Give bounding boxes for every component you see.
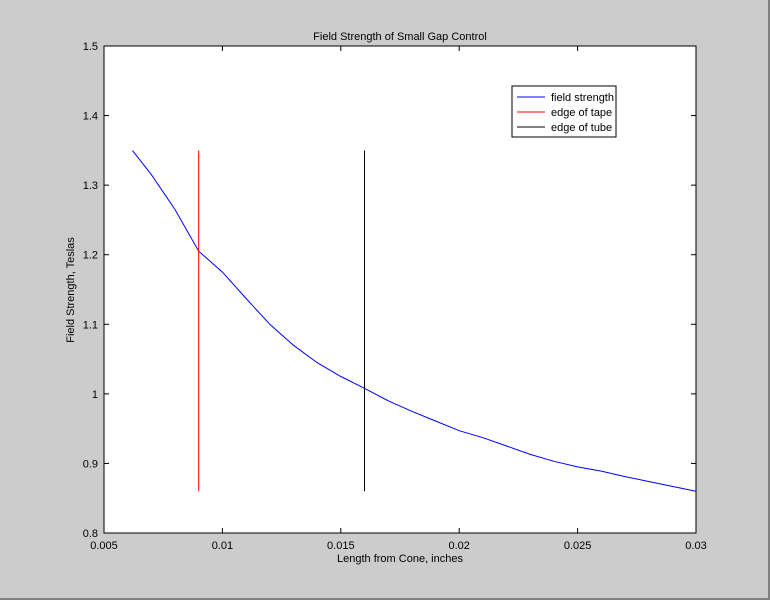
- x-tick-label: 0.01: [212, 540, 233, 552]
- x-tick-label: 0.025: [564, 540, 592, 552]
- legend-label-edge-of-tape: edge of tape: [551, 107, 612, 119]
- legend: field strength edge of tape edge of tube: [511, 85, 617, 138]
- x-axis-label: Length from Cone, inches: [337, 553, 463, 565]
- y-tick-label: 1.5: [83, 41, 98, 53]
- y-tick-label: 1.1: [83, 319, 98, 331]
- x-tick-label: 0.03: [685, 540, 706, 552]
- y-tick-label: 1: [92, 389, 98, 401]
- y-axis-label: Field Strength, Teslas: [65, 237, 77, 343]
- y-tick-label: 1.2: [83, 250, 98, 262]
- chart-title: Field Strength of Small Gap Control: [313, 31, 487, 43]
- x-tick-label: 0.02: [448, 540, 469, 552]
- legend-label-field-strength: field strength: [551, 92, 614, 104]
- y-tick-label: 0.9: [83, 458, 98, 470]
- series-lines: [132, 150, 697, 492]
- y-tick-label: 0.8: [83, 528, 98, 540]
- x-tick-label: 0.005: [90, 540, 118, 552]
- axis-ticks: 0.005 0.01 0.015 0.02 0.025 0.03 0.8 0.9 1 1.1 1.2…: [83, 41, 707, 552]
- x-tick-label: 0.015: [327, 540, 355, 552]
- y-tick-label: 1.4: [83, 111, 98, 123]
- y-tick-label: 1.3: [83, 180, 98, 192]
- series-line-field-strength: [132, 150, 697, 492]
- legend-label-edge-of-tube: edge of tube: [551, 122, 612, 134]
